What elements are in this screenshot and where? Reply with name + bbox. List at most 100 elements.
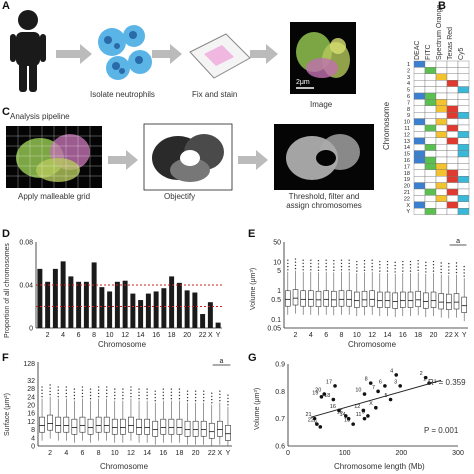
- box: [323, 290, 329, 307]
- row-label: 7: [407, 100, 410, 106]
- scatter-point: [351, 422, 355, 426]
- point-label: 19: [312, 390, 318, 396]
- probe-cell: [457, 112, 470, 119]
- outlier: [41, 392, 43, 395]
- point-label: 6: [379, 379, 382, 385]
- row-label: 12: [404, 132, 410, 138]
- box: [200, 420, 207, 437]
- y-tick-label: 0.05: [267, 326, 281, 333]
- box: [152, 420, 159, 437]
- chart-g: 0.60.70.80.90 100 200 300123456789101112131…: [275, 362, 464, 458]
- outlier: [146, 394, 148, 397]
- probe-cell: [413, 175, 426, 183]
- row-label: 5: [407, 88, 410, 94]
- probe-cell: [457, 118, 470, 126]
- arrow-icon: [56, 44, 92, 64]
- probe-cell: [457, 163, 470, 171]
- row-label: 8: [407, 107, 410, 113]
- y-tick-label: 12: [27, 419, 35, 426]
- outlier: [186, 400, 189, 402]
- scatter-point: [337, 408, 341, 413]
- outlier: [409, 264, 412, 266]
- probe-cell: [435, 92, 448, 100]
- x-tick-label: 22: [208, 450, 216, 457]
- probe-cell: [424, 207, 437, 215]
- outlier: [211, 392, 213, 394]
- row-label: 4: [407, 81, 410, 87]
- outlier: [348, 265, 350, 268]
- box: [285, 290, 291, 307]
- scatter-point: [312, 416, 317, 421]
- outlier: [178, 388, 181, 390]
- probe-cell: [446, 73, 459, 81]
- probe-cell: [435, 67, 448, 75]
- x-tick-label: 16: [159, 450, 167, 457]
- probe-cell: [446, 169, 459, 177]
- probe-cell: [446, 99, 459, 107]
- outlier: [294, 258, 297, 260]
- x-tick-label: 16: [152, 332, 160, 339]
- y-tick-label: 0.5: [271, 297, 281, 304]
- outlier: [463, 272, 465, 274]
- probe-cell: [435, 175, 448, 183]
- outlier: [371, 265, 373, 268]
- outlier: [114, 388, 116, 390]
- x-tick-label: 20: [183, 332, 191, 339]
- probe-cell: [435, 156, 448, 164]
- probe-cell: [446, 188, 459, 196]
- bar: [99, 287, 105, 328]
- outlier: [73, 388, 76, 390]
- probe-cell: [435, 163, 448, 171]
- probe-cell: [435, 137, 448, 145]
- outlier: [227, 400, 229, 403]
- box: [461, 296, 467, 313]
- box: [216, 420, 223, 437]
- probe-cell: [446, 175, 459, 183]
- x-tick-label: 0: [286, 450, 290, 457]
- outlier: [386, 270, 389, 272]
- probe-cell: [435, 150, 448, 158]
- row-label: 13: [404, 139, 410, 145]
- scatter-point: [423, 375, 428, 380]
- panel-f-letter: F: [2, 352, 9, 364]
- neutrophil-cells-icon: [98, 25, 152, 80]
- outlier: [97, 389, 100, 391]
- outlier: [333, 260, 335, 262]
- box: [438, 293, 444, 310]
- point-label: 20: [315, 388, 321, 394]
- x-tick-label: 8: [92, 332, 96, 339]
- outlier: [73, 397, 76, 400]
- row-label: 17: [404, 164, 410, 170]
- probe-cell: [424, 99, 437, 107]
- bar: [184, 290, 190, 328]
- panel-g-letter: G: [248, 352, 257, 364]
- box: [377, 291, 383, 308]
- box: [168, 418, 175, 435]
- probe-cell: [424, 131, 437, 139]
- x-tick-label: 4: [61, 332, 65, 339]
- probe-cell: [413, 156, 426, 164]
- box: [392, 292, 398, 309]
- probe-cell: [413, 163, 426, 171]
- probe-cell: [435, 73, 448, 81]
- bar: [215, 322, 221, 328]
- scatter-point: [427, 381, 431, 385]
- x-tick-label: 18: [414, 332, 422, 339]
- outlier: [194, 396, 197, 399]
- y-tick-label: 16: [27, 411, 35, 418]
- outlier: [178, 394, 181, 397]
- x-tick-label: X: [454, 332, 459, 339]
- bar: [161, 288, 167, 328]
- probe-cell: [446, 112, 459, 119]
- probe-cell: [413, 60, 426, 68]
- box: [407, 291, 414, 308]
- bar: [138, 300, 144, 328]
- box: [446, 293, 452, 310]
- outlier: [154, 390, 156, 392]
- probe-cell: [435, 143, 448, 151]
- scatter-point: [374, 405, 378, 410]
- probe-cell: [446, 86, 459, 94]
- outlier: [138, 388, 140, 390]
- outlier: [317, 260, 320, 262]
- outlier: [463, 265, 465, 268]
